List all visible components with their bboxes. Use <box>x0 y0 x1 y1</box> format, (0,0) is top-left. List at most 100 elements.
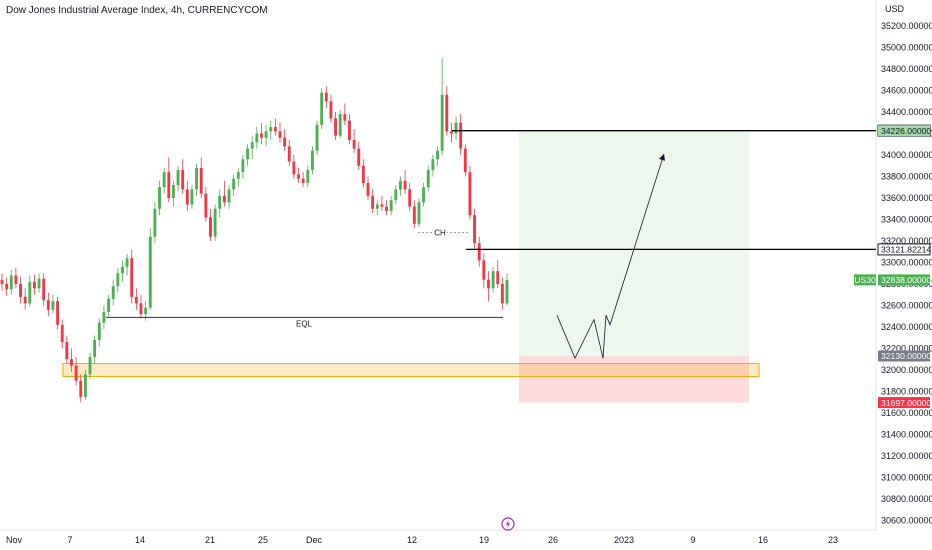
candle-body <box>65 342 69 360</box>
candle-body <box>320 92 324 125</box>
price-label-bg <box>878 274 930 286</box>
y-tick-label: 31800.00000 <box>881 387 932 397</box>
x-tick-label: 25 <box>258 535 268 545</box>
x-tick-label: Nov <box>6 535 23 545</box>
price-label: 33121.82214 <box>881 245 931 255</box>
price-label-bg <box>877 243 931 256</box>
candle-body <box>102 311 106 323</box>
candle-body <box>218 195 222 209</box>
candle-body <box>181 170 185 190</box>
time-axis[interactable]: Nov 7 14 21 25 Dec 12 19 26 2023 9 16 23 <box>6 535 838 545</box>
y-tick-label: 30800.00000 <box>881 494 932 504</box>
y-tick-label: 31400.00000 <box>881 430 932 440</box>
candle-body <box>426 170 430 188</box>
symbol-tag-bg <box>854 274 876 286</box>
y-tick-label: 32000.00000 <box>881 365 932 375</box>
candle-body <box>107 299 110 312</box>
y-tick-label: 35000.00000 <box>881 43 932 53</box>
long-position-loss-zone[interactable] <box>519 356 749 403</box>
candle-body <box>255 133 259 143</box>
candle-body <box>171 185 175 198</box>
y-tick-label: 33600.00000 <box>881 193 932 203</box>
candle-body <box>23 296 27 304</box>
y-tick-label: 34000.00000 <box>881 150 932 160</box>
y-tick-label: 35200.00000 <box>881 21 932 31</box>
candle-body <box>144 307 148 315</box>
demand-zone[interactable] <box>62 363 760 377</box>
candle-body <box>459 122 463 149</box>
candle-body <box>176 170 180 186</box>
candle-body <box>463 148 467 173</box>
y-tick-label: 34400.00000 <box>881 107 932 117</box>
candle-body <box>445 94 449 132</box>
chart-title: Dow Jones Industrial Average Index, 4h, … <box>6 5 268 16</box>
candle-body <box>19 284 22 297</box>
candle-body <box>222 195 226 203</box>
candles <box>0 58 509 403</box>
candle-body <box>9 275 13 290</box>
candle-body <box>287 146 291 162</box>
ch-label: CH <box>434 228 446 237</box>
candle-body <box>97 322 101 340</box>
candle-body <box>315 124 319 151</box>
x-tick-label: 26 <box>548 535 558 545</box>
candle-body <box>213 208 217 237</box>
long-position-profit-zone[interactable] <box>519 130 749 357</box>
price-axis[interactable]: 35200.00000 35000.00000 34800.00000 34600.0… <box>881 21 932 526</box>
candle-body <box>148 236 152 308</box>
candle-body <box>204 193 208 218</box>
candle-body <box>366 182 370 196</box>
y-tick-label: 32400.00000 <box>881 322 932 332</box>
candle-body <box>477 243 481 261</box>
candle-body <box>408 189 412 207</box>
candle-body <box>246 148 249 160</box>
candle-body <box>436 150 439 160</box>
currency-label: USD <box>885 4 905 14</box>
candle-body <box>348 120 351 140</box>
candle-body <box>468 172 472 216</box>
price-label-bg <box>878 125 930 137</box>
candle-body <box>454 122 458 134</box>
candle-body <box>380 204 384 207</box>
candle-body <box>56 301 60 325</box>
price-label: 34226.00000 <box>881 126 931 136</box>
y-tick-label: 34800.00000 <box>881 64 932 74</box>
y-tick-label: 31000.00000 <box>881 473 932 483</box>
candle-body <box>301 178 305 183</box>
candle-body <box>310 150 314 171</box>
candle-body <box>111 286 115 300</box>
candle-body <box>292 161 296 175</box>
candle-body <box>83 374 87 397</box>
projection-arrowhead <box>659 153 665 161</box>
y-tick-label: 33400.00000 <box>881 215 932 225</box>
candle-body <box>14 275 18 284</box>
candle-body <box>278 131 282 138</box>
projection-path[interactable] <box>556 153 665 360</box>
candle-body <box>167 172 171 198</box>
price-label-bg <box>878 350 930 362</box>
candle-body <box>134 296 138 304</box>
candle-body <box>385 206 388 211</box>
candle-body <box>329 101 333 119</box>
candle-body <box>5 284 9 290</box>
y-tick-label: 31600.00000 <box>881 408 932 418</box>
price-label: 31697.00000 <box>881 398 931 408</box>
y-tick-label: 32200.00000 <box>881 344 932 354</box>
x-tick-label: 19 <box>479 535 489 545</box>
candle-body <box>375 204 379 209</box>
candle-body <box>236 172 240 179</box>
price-label-bg <box>878 397 930 409</box>
lightning-icon[interactable] <box>501 517 515 531</box>
x-tick-label: 9 <box>690 535 695 545</box>
candle-body <box>324 92 328 102</box>
ch-label-bg <box>433 227 447 238</box>
candle-body <box>60 324 64 343</box>
candle-body <box>491 271 495 289</box>
candle-body <box>260 133 263 138</box>
candle-body <box>352 139 356 149</box>
candle-body <box>37 278 41 289</box>
x-tick-label: 2023 <box>614 535 634 545</box>
candle-body <box>338 114 342 136</box>
x-tick-label: Dec <box>306 535 323 545</box>
